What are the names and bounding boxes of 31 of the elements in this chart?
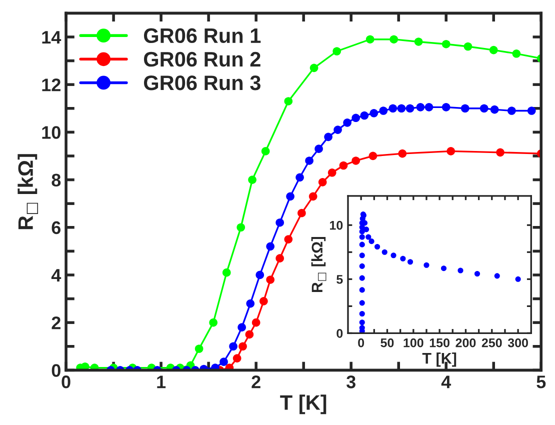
legend-label: GR06 Run 2 — [144, 52, 260, 67]
x-tick-label: 1 — [157, 376, 166, 388]
y-tick-label: 4 — [51, 269, 62, 282]
y-tick-label: 0 — [336, 329, 343, 338]
y-tick-label: 14 — [42, 31, 62, 44]
legend-label: GR06 Run 3 — [144, 75, 260, 90]
x-axis-title: T [K] — [280, 394, 326, 414]
x-tick-label: 50 — [380, 338, 394, 348]
x-tick-label: 3 — [346, 376, 356, 388]
y-tick-label: 2 — [52, 316, 60, 330]
y-tick-label: 10 — [330, 220, 343, 230]
y-tick-label: 0 — [52, 364, 60, 377]
y-tick-label: 10 — [42, 126, 60, 139]
x-tick-label: 2 — [252, 376, 260, 388]
y-tick-label: 8 — [52, 174, 61, 186]
legend-label: GR06 Run 1 — [144, 28, 261, 44]
x-tick-label: 150 — [430, 338, 450, 348]
x-tick-label: 5 — [536, 376, 546, 388]
y-axis-title: R$_{□}$ [kΩ] — [18, 154, 38, 230]
x-tick-label: 100 — [404, 338, 424, 348]
y-tick-label: 12 — [42, 78, 60, 92]
x-tick-label: 0 — [358, 338, 364, 348]
x-tick-label: 300 — [508, 338, 528, 348]
y-axis-title: R$_{□}$ [kΩ] — [311, 237, 326, 292]
x-tick-label: 0 — [62, 376, 70, 388]
x-axis-title: T [K] — [422, 352, 456, 367]
y-tick-label: 5 — [336, 275, 343, 284]
y-tick-label: 6 — [52, 221, 61, 234]
x-tick-label: 200 — [456, 338, 476, 348]
x-tick-label: 250 — [482, 338, 502, 348]
x-tick-label: 4 — [441, 376, 452, 388]
